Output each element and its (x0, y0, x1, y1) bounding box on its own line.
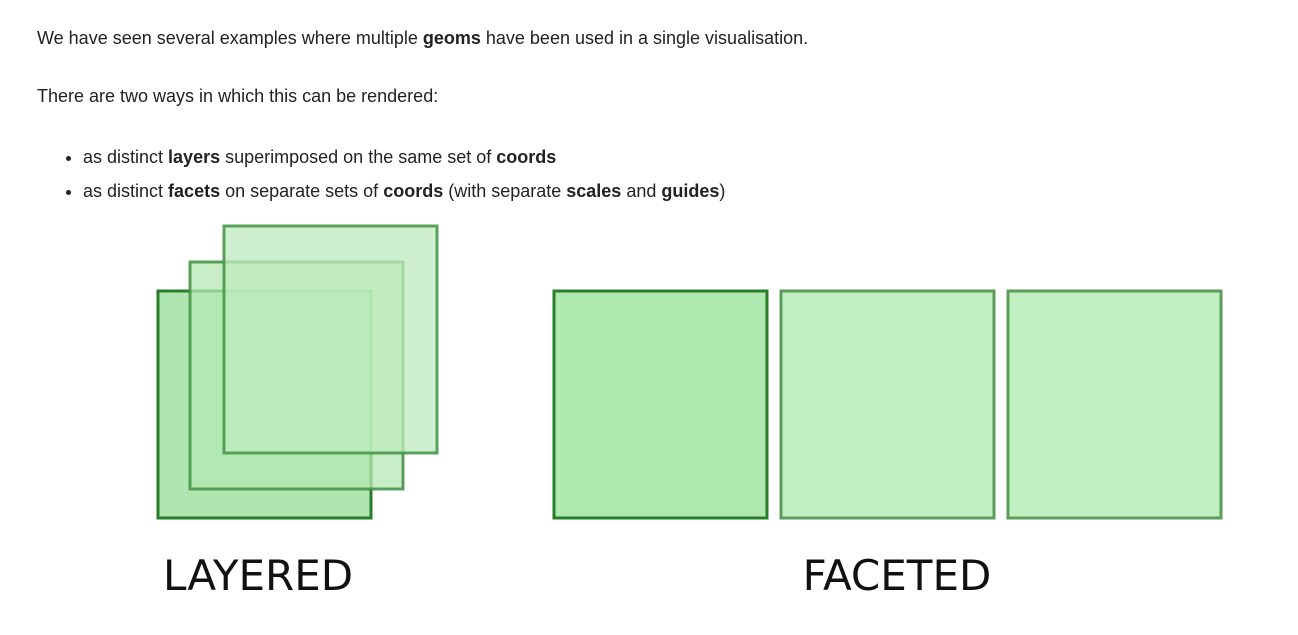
text: There are two ways in which this can be … (37, 86, 439, 106)
text: ) (719, 181, 726, 201)
bold-text: facets (168, 181, 221, 201)
faceted-label: FACETED (803, 551, 992, 600)
text: and (621, 181, 662, 201)
bold-text: geoms (422, 28, 481, 48)
bold-text: scales (566, 181, 622, 201)
faceted-group (552, 289, 1223, 520)
bold-text: coords (383, 181, 444, 201)
facet (552, 289, 769, 520)
paragraph: There are two ways in which this can be … (37, 86, 438, 107)
bullet-list: as distinct layers superimposed on the s… (0, 140, 725, 208)
layered-label: LAYERED (163, 551, 353, 600)
facet (1006, 289, 1223, 520)
text: on separate sets of (220, 181, 384, 201)
bold-text: guides (661, 181, 720, 201)
text: as distinct (83, 181, 169, 201)
bullet: as distinct facets on separate sets of c… (83, 174, 725, 208)
facet (779, 289, 996, 520)
text: (with separate (443, 181, 567, 201)
text: We have seen several examples where mult… (37, 28, 423, 48)
paragraph: We have seen several examples where mult… (37, 28, 808, 49)
text: superimposed on the same set of (220, 147, 497, 167)
layer (222, 224, 439, 455)
bullet: as distinct layers superimposed on the s… (83, 140, 725, 174)
bold-text: coords (496, 147, 557, 167)
text: as distinct (83, 147, 169, 167)
layered-group (156, 224, 439, 520)
bold-text: layers (168, 147, 221, 167)
text: have been used in a single visualisation… (480, 28, 809, 48)
